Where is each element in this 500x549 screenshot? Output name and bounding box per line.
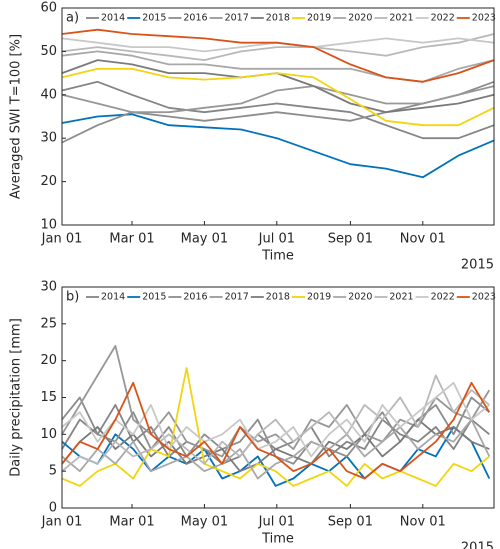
x-tick-label: Mar 01: [109, 515, 154, 530]
panel-label: b): [66, 290, 79, 305]
series-line: [61, 80, 495, 140]
legend-label: 2022: [431, 13, 455, 24]
legend-label: 2020: [348, 292, 372, 303]
panel-label: a): [66, 11, 79, 26]
y-tick-label: 30: [40, 280, 57, 295]
x-tick-label: Jan 01: [41, 515, 83, 530]
series-line: [61, 113, 495, 179]
legend-label: 2018: [266, 292, 290, 303]
series-line: [61, 418, 491, 480]
x-axis-label: Time: [261, 532, 294, 547]
y-tick-label: 10: [40, 218, 57, 233]
x-tick-label: May 01: [181, 515, 229, 530]
legend-label: 2014: [101, 292, 125, 303]
y-tick-label: 0: [49, 501, 57, 516]
y-tick-label: 10: [40, 427, 57, 442]
legend-label: 2019: [307, 292, 331, 303]
legend-label: 2016: [183, 13, 207, 24]
year-label: 2015: [461, 541, 494, 549]
series-line: [61, 381, 491, 480]
series-line: [61, 28, 495, 83]
legend-label: 2014: [101, 13, 125, 24]
y-tick-label: 20: [40, 353, 57, 368]
plot-frame: [61, 7, 495, 226]
legend-label: 2023: [472, 13, 496, 24]
legend-label: 2019: [307, 13, 331, 24]
x-tick-label: Jan 01: [41, 232, 83, 247]
y-tick-label: 50: [40, 44, 57, 59]
x-tick-label: Mar 01: [109, 232, 154, 247]
x-tick-label: Jul 01: [258, 232, 295, 247]
legend-label: 2021: [389, 13, 413, 24]
legend-label: 2022: [431, 292, 455, 303]
x-tick-label: Nov 01: [400, 515, 446, 530]
y-axis-label: Daily precipitation [mm]: [9, 318, 24, 477]
y-tick-label: 25: [40, 316, 57, 331]
y-axis-label: Averaged SWI T=100 [%]: [9, 34, 24, 199]
legend-label: 2023: [472, 292, 496, 303]
series-line: [61, 374, 490, 472]
legend-label: 2017: [225, 292, 249, 303]
series-line: [61, 50, 495, 83]
series-line: [61, 33, 495, 61]
x-tick-label: May 01: [181, 232, 229, 247]
x-tick-label: Sep 01: [328, 232, 373, 247]
series-line: [61, 37, 495, 53]
legend-label: 2016: [183, 292, 207, 303]
legend-label: 2015: [142, 292, 166, 303]
legend-label: 2015: [142, 13, 166, 24]
y-tick-label: 30: [40, 131, 57, 146]
y-tick-label: 5: [49, 464, 57, 479]
series-line: [61, 85, 495, 114]
y-tick-label: 15: [40, 390, 57, 405]
series-line: [61, 67, 495, 127]
x-tick-label: Nov 01: [400, 232, 446, 247]
legend-label: 2020: [348, 13, 372, 24]
y-tick-label: 20: [40, 174, 57, 189]
legend-label: 2017: [225, 13, 249, 24]
legend-label: 2018: [266, 13, 290, 24]
x-tick-label: Jul 01: [258, 515, 295, 530]
x-axis-label: Time: [261, 249, 294, 264]
series-line: [61, 381, 490, 458]
y-tick-label: 40: [40, 87, 57, 102]
legend-label: 2021: [389, 292, 413, 303]
x-tick-label: Sep 01: [328, 515, 373, 530]
year-label: 2015: [461, 258, 494, 273]
series-line: [61, 367, 490, 487]
y-tick-label: 60: [40, 1, 57, 16]
